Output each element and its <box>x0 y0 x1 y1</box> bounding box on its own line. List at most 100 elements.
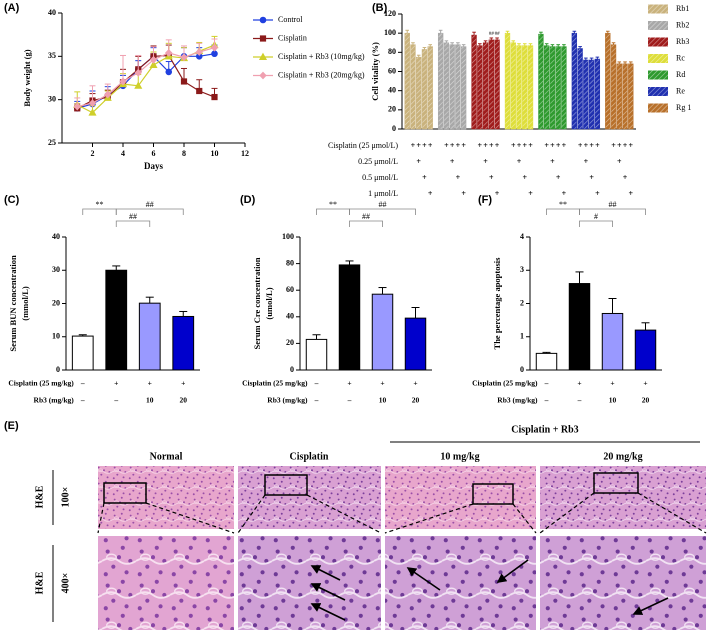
legend-label: Cisplatin + Rb3 (10mg/kg) <box>278 52 365 61</box>
bar <box>549 46 556 130</box>
bar <box>538 33 544 130</box>
y-tick-label: 120 <box>384 9 396 18</box>
annotation: ## <box>495 32 501 37</box>
y-axis-label: The percentage apoptosis <box>492 257 502 350</box>
table-cell: + <box>589 141 594 150</box>
marker <box>195 48 203 56</box>
table-cell: + <box>577 379 581 388</box>
marker <box>134 68 142 77</box>
table-cell: + <box>528 141 533 150</box>
bar <box>544 45 550 130</box>
table-cell: + <box>511 141 516 150</box>
marker <box>210 43 219 52</box>
inset-guide <box>512 503 537 534</box>
x-tick-label: 12 <box>241 149 249 158</box>
legend-swatch <box>648 103 668 113</box>
y-tick-label: 40 <box>48 8 56 17</box>
table-cell: + <box>483 141 488 150</box>
table-cell: 10 <box>379 396 387 405</box>
table-cell: + <box>456 141 461 150</box>
bar <box>404 317 427 371</box>
marker <box>258 52 268 60</box>
y-tick-label: 0 <box>392 124 396 133</box>
table-cell: – <box>544 379 549 388</box>
marker <box>211 50 218 58</box>
bar <box>449 44 455 130</box>
x-axis-label: Days <box>144 161 163 171</box>
table-cell: + <box>610 379 614 388</box>
bar <box>535 352 558 371</box>
table-cell: + <box>617 157 622 166</box>
arrow <box>310 583 346 601</box>
bar <box>568 283 591 371</box>
table-cell: + <box>181 379 185 388</box>
micrograph <box>238 536 381 630</box>
table-cell: – <box>113 396 118 405</box>
x-tick-label: 10 <box>211 149 219 158</box>
table-row-label: Rb3 (mg/kg) <box>267 396 308 405</box>
inset-guide <box>97 502 105 534</box>
bar <box>555 46 561 130</box>
table-cell: + <box>461 141 466 150</box>
micrograph <box>385 466 536 529</box>
table-cell: + <box>556 173 561 182</box>
y-tick-label: 3 <box>520 265 524 274</box>
arrow <box>496 559 529 583</box>
significance-bracket <box>579 208 646 215</box>
table-cell: + <box>623 141 628 150</box>
table-cell: 10 <box>146 396 154 405</box>
inset-guide <box>237 494 266 534</box>
marker <box>259 35 267 42</box>
table-row-label: 1 μmol/L <box>368 189 398 198</box>
table-cell: + <box>629 141 634 150</box>
bar <box>522 45 528 130</box>
legend-label: Rd <box>676 70 685 79</box>
table-cell: + <box>483 157 488 166</box>
table-cell: 20 <box>642 396 650 405</box>
significance-label: ## <box>362 212 370 221</box>
marker <box>259 16 267 24</box>
y-tick-label: 40 <box>286 312 294 321</box>
y-tick-label: 100 <box>282 232 294 241</box>
table-cell: + <box>544 141 549 150</box>
marker <box>119 77 127 86</box>
panel-label: (B) <box>372 2 388 14</box>
significance-label: ## <box>379 200 387 209</box>
table-cell: + <box>629 189 634 198</box>
bar <box>455 44 461 130</box>
legend-label: Rb1 <box>676 4 689 13</box>
table-cell: + <box>450 141 455 150</box>
y-tick-label: 0 <box>290 365 294 374</box>
y-tick-label: 20 <box>52 298 60 307</box>
legend-label: Cisplatin + Rb3 (20mg/kg) <box>278 70 365 79</box>
y-tick-label: 4 <box>520 232 524 241</box>
y-tick-label: 100 <box>384 28 396 37</box>
column-title: 10 mg/kg <box>440 451 479 462</box>
x-tick-label: 2 <box>91 149 95 158</box>
legend-label: Cisplatin <box>278 33 307 42</box>
arrow <box>310 565 341 581</box>
y-tick-label: 40 <box>52 232 60 241</box>
y-tick-label: 60 <box>286 285 294 294</box>
legend-swatch <box>648 87 668 96</box>
table-cell: – <box>80 379 85 388</box>
bar <box>460 46 467 130</box>
table-row-label: Cisplatin (25 mg/kg) <box>242 379 308 388</box>
table-cell: – <box>577 396 582 405</box>
panel-label: (A) <box>4 2 20 14</box>
table-cell: + <box>411 141 416 150</box>
table-cell: – <box>347 396 352 405</box>
row-magnification: 400× <box>60 573 71 594</box>
table-cell: + <box>489 141 494 150</box>
table-cell: + <box>617 141 622 150</box>
inset-box <box>103 482 147 504</box>
y-tick-label: 20 <box>388 105 396 114</box>
bar <box>488 39 494 130</box>
table-cell: + <box>623 173 628 182</box>
table-cell: + <box>489 173 494 182</box>
significance-label: ## <box>146 200 154 209</box>
marker <box>88 99 97 108</box>
column-title: Normal <box>150 451 183 462</box>
significance-label: ** <box>559 200 567 209</box>
significance-bracket <box>349 208 416 215</box>
